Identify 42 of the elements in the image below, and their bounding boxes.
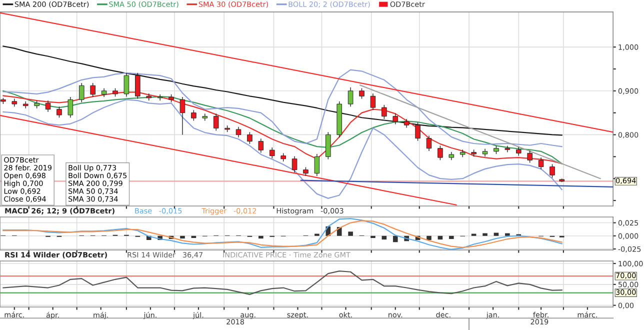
candlestick <box>56 106 62 118</box>
candlestick <box>538 157 544 170</box>
candlestick <box>213 113 219 132</box>
candlestick <box>45 100 51 112</box>
candlestick <box>550 164 555 178</box>
candlestick <box>236 126 242 138</box>
candlestick <box>191 110 196 122</box>
candlestick <box>359 88 364 100</box>
candlestick <box>314 154 320 176</box>
candlestick <box>124 72 130 97</box>
candlestick <box>504 145 510 153</box>
bar <box>505 233 510 236</box>
bar <box>438 236 443 240</box>
candlestick <box>426 135 432 152</box>
candlestick <box>135 72 140 100</box>
candlestick <box>78 82 84 103</box>
candlestick <box>68 96 74 118</box>
line-series <box>2 69 562 148</box>
bar <box>494 232 499 236</box>
candlestick <box>527 150 532 164</box>
candlestick <box>370 93 376 111</box>
candlestick <box>438 145 443 161</box>
candlestick <box>326 132 331 160</box>
candlestick <box>348 87 354 108</box>
candlestick <box>392 113 398 125</box>
candlestick <box>292 156 298 173</box>
candlestick <box>269 147 275 159</box>
bar <box>449 236 454 240</box>
candlestick <box>90 82 96 98</box>
candlestick <box>258 138 264 154</box>
line-series <box>2 270 562 296</box>
bar <box>348 232 353 236</box>
bar <box>392 236 398 242</box>
bar <box>482 233 488 236</box>
bar <box>426 236 432 240</box>
candlestick <box>180 96 186 136</box>
bar <box>258 236 264 238</box>
bar <box>382 236 387 240</box>
candlestick <box>157 94 163 101</box>
candlestick <box>247 132 252 144</box>
candlestick <box>382 104 387 120</box>
bar <box>180 236 185 238</box>
